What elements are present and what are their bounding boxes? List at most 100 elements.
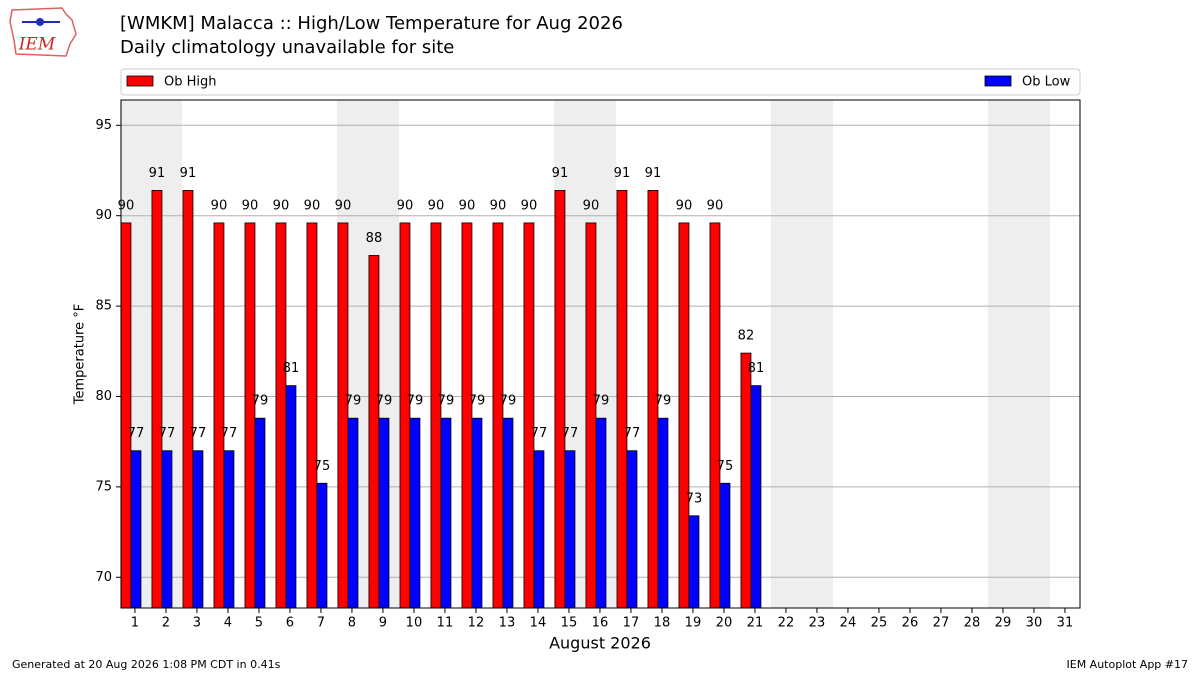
bar [254, 417, 266, 609]
legend [120, 68, 1081, 96]
value-label: 73 [686, 491, 703, 506]
value-label: 79 [407, 394, 424, 409]
logo-dot [36, 18, 44, 26]
legend-swatch [984, 75, 1012, 87]
value-label: 77 [128, 426, 145, 441]
value-label: 79 [469, 394, 486, 409]
bar [430, 222, 442, 609]
value-label: 75 [314, 459, 331, 474]
bar [368, 255, 380, 609]
weekend-band [1018, 100, 1050, 608]
chart-title: [WMKM] Malacca :: High/Low Temperature f… [120, 13, 623, 34]
bar [275, 222, 287, 609]
bar [399, 222, 411, 609]
bar [461, 222, 473, 609]
x-tick-label: 11 [437, 616, 454, 631]
bar [337, 222, 349, 609]
bar [182, 189, 194, 609]
bar [585, 222, 597, 609]
bar [616, 189, 628, 609]
value-label: 91 [614, 166, 631, 181]
y-tick-label: 85 [95, 299, 112, 314]
value-label: 77 [624, 426, 641, 441]
x-tick-label: 15 [561, 616, 578, 631]
logo-outline [9, 7, 77, 57]
value-label: 91 [149, 166, 166, 181]
value-label: 90 [428, 198, 445, 213]
value-label: 77 [159, 426, 176, 441]
weekend-band [987, 100, 1019, 608]
x-tick-label: 6 [286, 616, 294, 631]
value-label: 90 [118, 198, 135, 213]
bar [554, 189, 566, 609]
y-tick-label: 70 [95, 570, 112, 585]
x-tick-label: 18 [654, 616, 671, 631]
y-tick-label: 90 [95, 208, 112, 223]
value-label: 77 [190, 426, 207, 441]
value-label: 90 [211, 198, 228, 213]
bar [533, 450, 545, 609]
bar [120, 222, 132, 609]
x-tick-label: 7 [317, 616, 325, 631]
footer-left: Generated at 20 Aug 2026 1:08 PM CDT in … [12, 658, 281, 671]
legend-swatch [126, 75, 154, 87]
bar [471, 417, 483, 609]
bar [244, 222, 256, 609]
x-tick-label: 26 [902, 616, 919, 631]
value-label: 77 [562, 426, 579, 441]
legend-label: Ob High [164, 75, 217, 90]
x-tick-label: 14 [530, 616, 547, 631]
value-label: 79 [500, 394, 517, 409]
bar [161, 450, 173, 609]
value-label: 81 [283, 361, 300, 376]
bar [740, 352, 752, 609]
bar [223, 450, 235, 609]
x-tick-label: 9 [379, 616, 387, 631]
bar [564, 450, 576, 609]
x-tick-label: 2 [162, 616, 170, 631]
value-label: 91 [552, 166, 569, 181]
bar [151, 189, 163, 609]
value-label: 90 [242, 198, 259, 213]
bar [130, 450, 142, 609]
value-label: 90 [304, 198, 321, 213]
legend-label: Ob Low [1022, 75, 1071, 90]
bar [316, 482, 328, 609]
chart-subtitle: Daily climatology unavailable for site [120, 37, 454, 58]
x-tick-label: 5 [255, 616, 263, 631]
x-tick-label: 29 [995, 616, 1012, 631]
value-label: 79 [376, 394, 393, 409]
x-tick-label: 19 [685, 616, 702, 631]
value-label: 75 [717, 459, 734, 474]
bar [719, 482, 731, 609]
bar [306, 222, 318, 609]
bar [688, 515, 700, 609]
x-tick-label: 3 [193, 616, 201, 631]
x-tick-label: 21 [747, 616, 764, 631]
value-label: 90 [707, 198, 724, 213]
x-axis-label: August 2026 [549, 634, 651, 653]
x-tick-label: 25 [871, 616, 888, 631]
value-label: 90 [273, 198, 290, 213]
bar [213, 222, 225, 609]
bar [626, 450, 638, 609]
bar [378, 417, 390, 609]
x-tick-label: 27 [933, 616, 950, 631]
bar [492, 222, 504, 609]
value-label: 90 [521, 198, 538, 213]
x-tick-label: 16 [592, 616, 609, 631]
value-label: 90 [459, 198, 476, 213]
logo: IEM [9, 7, 77, 57]
value-label: 79 [593, 394, 610, 409]
value-label: 90 [676, 198, 693, 213]
value-label: 90 [490, 198, 507, 213]
value-label: 90 [583, 198, 600, 213]
value-label: 90 [397, 198, 414, 213]
x-tick-label: 1 [131, 616, 139, 631]
value-label: 79 [252, 394, 269, 409]
footer-right: IEM Autoplot App #17 [1067, 658, 1189, 671]
x-tick-label: 20 [716, 616, 733, 631]
x-tick-label: 17 [623, 616, 640, 631]
bar [595, 417, 607, 609]
